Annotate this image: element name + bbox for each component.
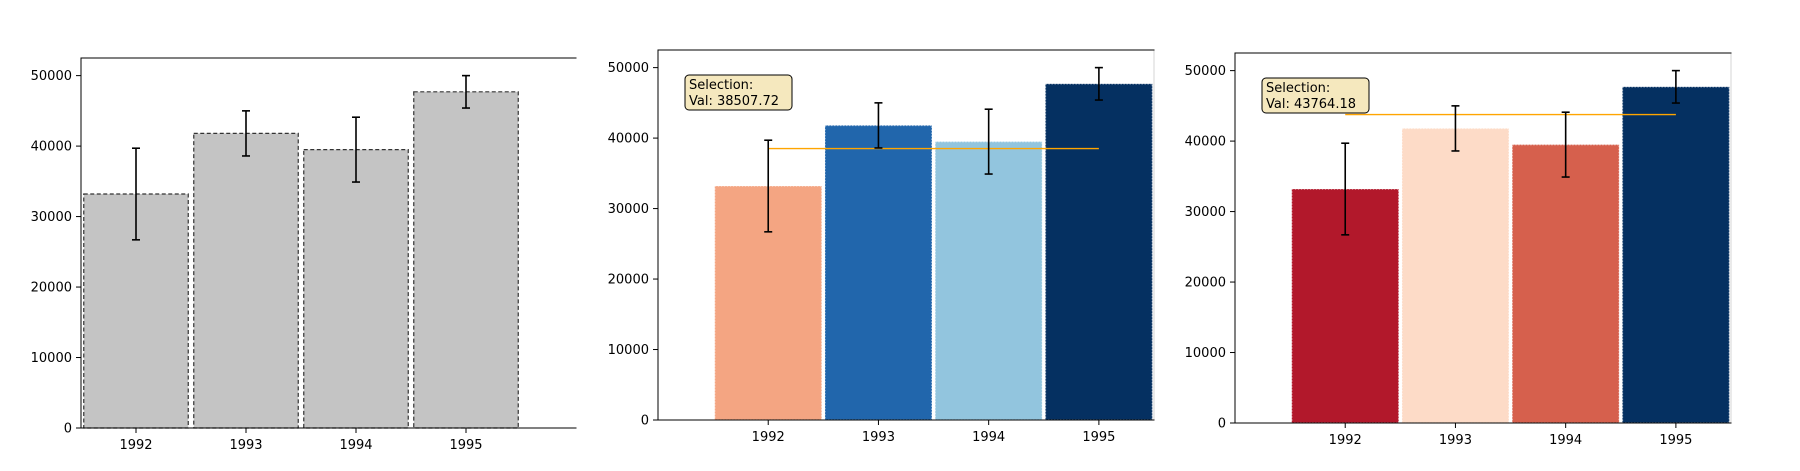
chart-panel-2: 0 10000 20000 30000 40000 50000 1992 1993 1994 19… [608,49,1155,445]
bar-1995 [413,91,519,429]
y-tick-label: 40000 [1185,135,1226,150]
chart-panel-1: 0 10000 20000 30000 40000 50000 1992 1993 1994 19… [31,57,577,453]
x-tick-label: 1992 [119,438,152,453]
y-tick-label: 20000 [608,273,649,288]
x-tick-label: 1995 [1659,433,1692,448]
selection-value: Val: 43764.18 [1266,97,1356,112]
y-tick-label: 0 [1218,417,1226,432]
y-tick-label: 10000 [1185,346,1226,361]
bar-1994 [303,149,409,429]
x-tick-label: 1994 [972,430,1005,445]
bar-1993 [193,132,299,429]
x-tick-label: 1992 [752,430,785,445]
bar-1993 [1401,127,1510,424]
bar-1995 [1621,86,1731,424]
bar-1993 [824,124,933,421]
x-tick-label: 1993 [1439,433,1472,448]
error-bar-1995 [462,74,470,109]
error-bar-1992 [132,147,140,241]
y-tick-label: 0 [641,414,649,429]
error-bar-1994 [352,116,360,183]
error-bar-1992 [1341,142,1350,236]
x-tick-label: 1994 [339,438,372,453]
selection-label: Selection: [689,78,753,93]
y-tick-label: 50000 [1185,64,1226,79]
y-tick-label: 50000 [608,61,649,76]
error-bar-1995 [1094,66,1103,101]
selection-label: Selection: [1266,81,1330,96]
selection-annotation: Selection: Val: 38507.72 [684,74,793,111]
selection-annotation: Selection: Val: 43764.18 [1261,77,1370,114]
chart-panel-3: 0 10000 20000 30000 40000 50000 1992 1993 1994 19… [1185,52,1732,448]
y-tick-label: 20000 [31,281,72,296]
bar-1995 [1044,83,1154,421]
error-bar-1993 [874,102,883,149]
bar-1994 [934,140,1043,421]
error-bar-1992 [764,139,773,233]
error-bar-1994 [984,108,993,175]
error-bar-1993 [1451,105,1460,152]
y-tick-label: 20000 [1185,276,1226,291]
x-tick-label: 1993 [862,430,895,445]
x-tick-label: 1993 [229,438,262,453]
y-tick-label: 10000 [608,343,649,358]
selection-value: Val: 38507.72 [689,94,779,109]
y-tick-label: 40000 [608,132,649,147]
x-tick-label: 1992 [1329,433,1362,448]
y-tick-label: 30000 [608,202,649,217]
error-bar-1995 [1671,69,1680,104]
y-tick-label: 0 [64,422,72,437]
y-tick-label: 30000 [1185,205,1226,220]
y-tick-label: 30000 [31,210,72,225]
x-tick-label: 1994 [1549,433,1582,448]
x-tick-label: 1995 [449,438,482,453]
error-bar-1993 [242,110,250,157]
y-tick-label: 40000 [31,140,72,155]
error-bar-1994 [1561,111,1570,178]
y-tick-label: 50000 [31,69,72,84]
y-tick-label: 10000 [31,351,72,366]
bar-1994 [1511,143,1620,424]
x-tick-label: 1995 [1082,430,1115,445]
